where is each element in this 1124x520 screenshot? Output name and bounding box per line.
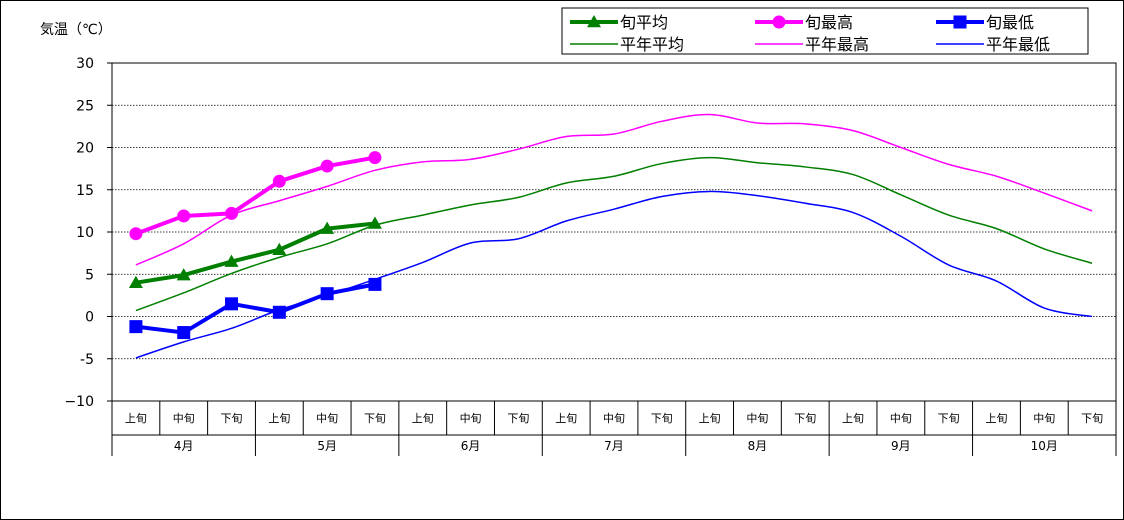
month-label: 6月 [461, 439, 481, 453]
y-tick-label: 0 [85, 310, 94, 326]
category-label: 中旬 [173, 412, 195, 425]
category-label: 上旬 [125, 412, 147, 425]
category-label: 中旬 [890, 412, 912, 425]
category-label: 中旬 [460, 412, 482, 425]
legend-box [561, 7, 1089, 55]
triangle-marker [128, 275, 143, 288]
month-label: 9月 [891, 439, 911, 453]
category-label: 上旬 [699, 412, 721, 425]
observed-series-line [135, 221, 376, 285]
y-tick-label: 5 [85, 267, 94, 283]
square-marker [225, 297, 239, 311]
legend-label: 平年最高 [805, 35, 869, 54]
circle-marker [272, 174, 286, 188]
category-label: 中旬 [746, 412, 768, 425]
legend-label: 平年平均 [620, 35, 684, 54]
y-tick-label: 10 [76, 225, 94, 241]
triangle-marker [176, 268, 191, 281]
month-label: 8月 [748, 439, 768, 453]
category-label: 下旬 [651, 412, 673, 425]
circle-marker [772, 15, 786, 29]
square-marker [953, 15, 967, 29]
category-label: 下旬 [221, 412, 243, 425]
legend-label: 旬平均 [620, 13, 668, 32]
category-label: 下旬 [507, 412, 529, 425]
observed-series-line [135, 155, 376, 236]
y-tick-label: 20 [76, 141, 94, 157]
category-label: 中旬 [603, 412, 625, 425]
circle-marker [368, 151, 382, 165]
category-label: 下旬 [1081, 412, 1103, 425]
triangle-marker [587, 15, 601, 28]
normal-series-line [135, 113, 1093, 266]
circle-marker [129, 227, 143, 241]
y-tick-label: 15 [76, 183, 94, 199]
y-tick-label: -5 [80, 352, 94, 368]
y-tick-label: −10 [64, 394, 94, 410]
circle-marker [320, 159, 334, 173]
circle-marker [225, 206, 239, 220]
observed-series-line [135, 282, 376, 335]
month-label: 4月 [174, 439, 194, 453]
square-marker [272, 305, 286, 319]
category-label: 上旬 [842, 412, 864, 425]
legend-label: 平年最低 [986, 35, 1050, 54]
y-tick-label: 30 [76, 56, 94, 72]
category-label: 中旬 [316, 412, 338, 425]
square-marker [320, 287, 334, 301]
square-marker [368, 277, 382, 291]
category-label: 上旬 [555, 412, 577, 425]
grid-lines [112, 104, 1116, 360]
square-marker [129, 320, 143, 334]
category-label: 下旬 [938, 412, 960, 425]
normal-series-line [135, 190, 1093, 359]
category-label: 中旬 [1033, 412, 1055, 425]
triangle-marker [272, 242, 287, 255]
month-label: 7月 [604, 439, 624, 453]
triangle-marker [320, 221, 335, 234]
triangle-marker [224, 254, 239, 267]
category-label: 上旬 [985, 412, 1007, 425]
circle-marker [177, 209, 191, 223]
month-label: 5月 [317, 439, 337, 453]
category-label: 上旬 [412, 412, 434, 425]
month-label: 10月 [1031, 439, 1058, 453]
y-axis-label: 気温（℃） [40, 22, 112, 38]
legend-label: 旬最低 [986, 13, 1034, 32]
axes: 30 25 20 15 10 5 0 -5 −10 上旬 中旬 下旬 上旬 中旬 下旬 上旬 中旬 下旬 上旬 中旬 下… [64, 56, 1117, 456]
normal-series-line [135, 156, 1093, 312]
triangle-marker [367, 216, 382, 229]
square-marker [177, 326, 191, 340]
y-tick-label: 25 [76, 98, 94, 114]
category-label: 下旬 [364, 412, 386, 425]
category-label: 上旬 [268, 412, 290, 425]
category-label: 下旬 [794, 412, 816, 425]
series-layer [128, 113, 1093, 359]
legend-label: 旬最高 [805, 13, 853, 32]
